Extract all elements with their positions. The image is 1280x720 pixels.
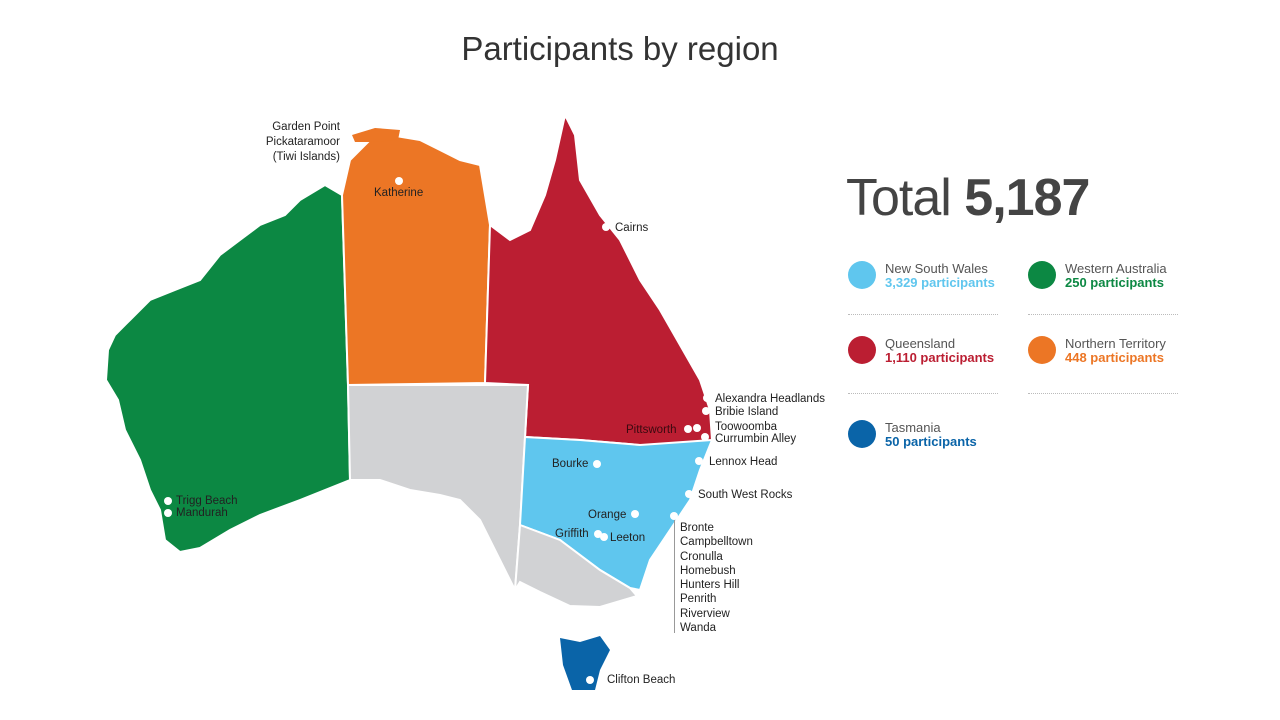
- region-tiwi-islands: [352, 128, 400, 142]
- label-bourke: Bourke: [552, 458, 589, 470]
- marker-clifton-beach[interactable]: [586, 676, 594, 684]
- divider: [848, 314, 998, 315]
- region-south-australia: [346, 384, 530, 594]
- legend-count: 50 participants: [885, 434, 977, 449]
- label-wanda: Wanda: [680, 622, 717, 635]
- label-griffith: Griffith: [555, 528, 589, 540]
- marker-alexandra-headlands[interactable]: [703, 394, 711, 402]
- label-garden-point: Garden Point: [272, 121, 340, 133]
- legend-item-nsw: New South Wales 3,329 participants: [848, 261, 1018, 301]
- qld-swatch-icon: [848, 336, 876, 364]
- divider: [1028, 314, 1178, 315]
- label-tiwi-islands: Garden Point Pickataramoor (Tiwi Islands…: [240, 120, 340, 165]
- label-south-west-rocks: South West Rocks: [698, 489, 793, 501]
- label-trigg-beach: Trigg Beach: [176, 495, 238, 507]
- legend-count: 1,110 participants: [885, 350, 995, 365]
- total-value: 5,187: [964, 169, 1090, 227]
- marker-south-west-rocks[interactable]: [685, 490, 693, 498]
- label-pittsworth: Pittsworth: [626, 424, 677, 436]
- label-cronulla: Cronulla: [680, 550, 723, 563]
- label-hunters-hill: Hunters Hill: [680, 579, 740, 592]
- legend-count: 3,329 participants: [885, 275, 995, 290]
- marker-toowoomba[interactable]: [693, 424, 701, 432]
- nsw-swatch-icon: [848, 261, 876, 289]
- label-bribie-island: Bribie Island: [715, 406, 779, 418]
- label-penrith: Penrith: [680, 593, 717, 606]
- legend-item-qld: Queensland 1,110 participants: [848, 336, 1018, 376]
- region-tasmania[interactable]: [560, 636, 610, 690]
- total-participants: Total 5,187: [846, 168, 1090, 228]
- marker-bribie-island[interactable]: [702, 407, 710, 415]
- sydney-leader-line: [674, 520, 675, 633]
- region-northern-territory[interactable]: [340, 133, 492, 387]
- tas-swatch-icon: [848, 420, 876, 448]
- legend-item-tas: Tasmania 50 participants: [848, 420, 1018, 460]
- divider: [1028, 393, 1178, 394]
- legend-region: Northern Territory: [1065, 336, 1166, 351]
- marker-sydney[interactable]: [670, 512, 678, 520]
- page-title: Participants by region: [461, 30, 779, 67]
- marker-orange[interactable]: [631, 510, 639, 518]
- label-leeton: Leeton: [610, 532, 646, 544]
- legend-count: 448 participants: [1065, 350, 1164, 365]
- legend-item-wa: Western Australia 250 participants: [1028, 261, 1198, 301]
- marker-katherine[interactable]: [395, 177, 403, 185]
- wa-swatch-icon: [1028, 261, 1056, 289]
- legend-item-nt: Northern Territory 448 participants: [1028, 336, 1198, 376]
- legend-region: Queensland: [885, 336, 956, 351]
- marker-cairns[interactable]: [602, 223, 610, 231]
- label-pickataramoor: Pickataramoor: [265, 136, 340, 148]
- label-homebush: Homebush: [680, 564, 736, 577]
- marker-griffith[interactable]: [594, 530, 602, 538]
- label-bronte: Bronte: [680, 522, 714, 534]
- label-toowoomba: Toowoomba: [715, 421, 778, 433]
- marker-currumbin-alley[interactable]: [701, 433, 709, 441]
- label-currumbin-alley: Currumbin Alley: [715, 433, 797, 445]
- marker-bourke[interactable]: [593, 460, 601, 468]
- marker-pittsworth[interactable]: [684, 425, 692, 433]
- marker-mandurah[interactable]: [164, 509, 172, 517]
- marker-lennox-head[interactable]: [695, 457, 703, 465]
- label-clifton-beach: Clifton Beach: [607, 674, 676, 686]
- legend-region: New South Wales: [885, 261, 988, 276]
- label-katherine: Katherine: [374, 187, 424, 199]
- total-label: Total: [846, 169, 952, 227]
- label-cairns: Cairns: [615, 222, 649, 234]
- divider: [848, 393, 998, 394]
- label-campbelltown: Campbelltown: [680, 536, 753, 549]
- label-mandurah: Mandurah: [176, 507, 228, 519]
- region-western-australia[interactable]: [104, 183, 352, 554]
- marker-leeton[interactable]: [600, 533, 608, 541]
- legend-region: Western Australia: [1065, 261, 1167, 276]
- legend-region: Tasmania: [885, 420, 941, 435]
- sydney-places-list: Bronte Campbelltown Cronulla Homebush Hu…: [680, 521, 753, 635]
- marker-trigg-beach[interactable]: [164, 497, 172, 505]
- region-victoria: [514, 523, 639, 609]
- label-riverview: Riverview: [680, 607, 730, 620]
- legend-count: 250 participants: [1065, 275, 1164, 290]
- label-tiwi-note: (Tiwi Islands): [272, 151, 340, 163]
- nt-swatch-icon: [1028, 336, 1056, 364]
- label-orange: Orange: [588, 509, 627, 521]
- label-lennox-head: Lennox Head: [709, 456, 778, 468]
- label-alexandra-headlands: Alexandra Headlands: [715, 393, 825, 405]
